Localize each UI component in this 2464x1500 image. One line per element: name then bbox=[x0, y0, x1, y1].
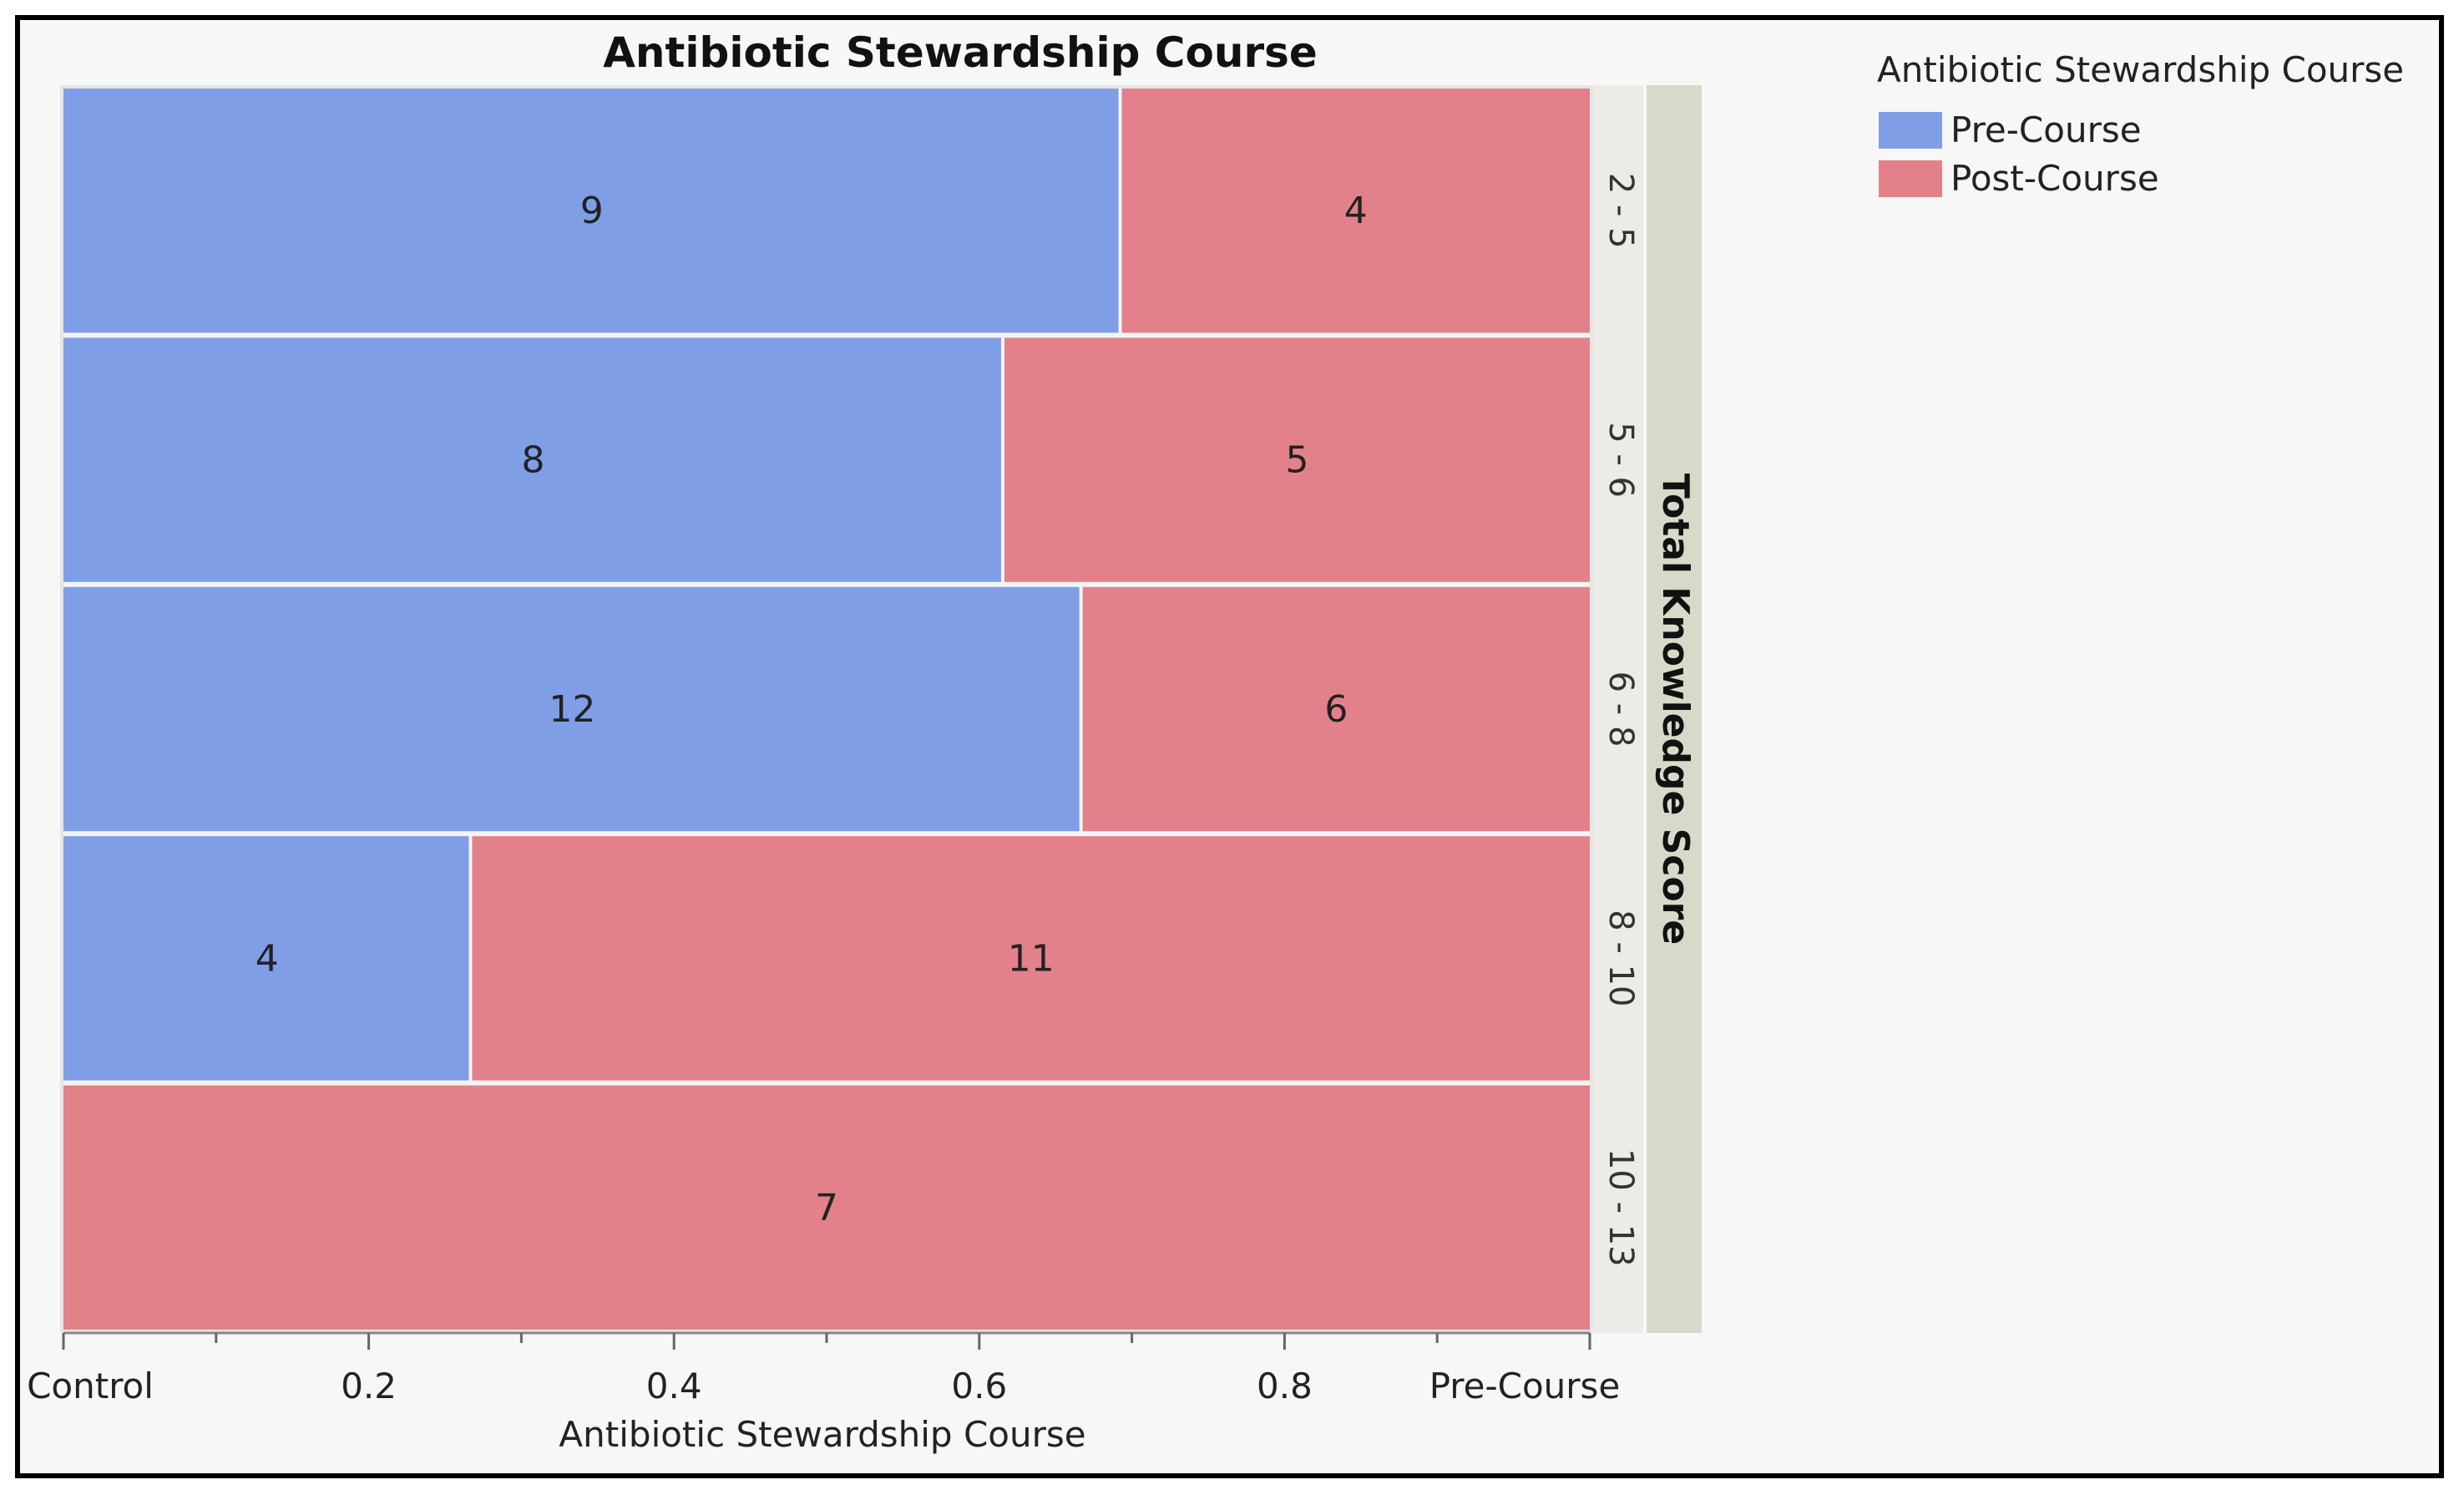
tile-post-course bbox=[1004, 337, 1590, 582]
tile-post-course bbox=[63, 1085, 1590, 1330]
tile-pre-course bbox=[63, 337, 1001, 582]
row-label-strip-bg bbox=[1593, 85, 1643, 1333]
tile-post-course bbox=[472, 836, 1590, 1081]
legend-swatch bbox=[1879, 160, 1942, 197]
row-label: 6 - 8 bbox=[1601, 671, 1640, 747]
row-label: 2 - 5 bbox=[1601, 173, 1640, 249]
row-label: 10 - 13 bbox=[1601, 1148, 1640, 1267]
x-tick-label: Pre-Course bbox=[1429, 1366, 1621, 1406]
x-tick-label: 0.4 bbox=[646, 1366, 702, 1406]
tile-label-post-course: 4 bbox=[1344, 190, 1368, 232]
x-tick-label: Control bbox=[27, 1366, 154, 1406]
tile-label-pre-course: 4 bbox=[256, 937, 279, 980]
x-axis-label: Antibiotic Stewardship Course bbox=[559, 1414, 1085, 1455]
tile-label-post-course: 7 bbox=[815, 1187, 838, 1229]
legend-swatch bbox=[1879, 112, 1942, 149]
tile-label-post-course: 6 bbox=[1324, 688, 1348, 731]
tile-pre-course bbox=[63, 89, 1119, 333]
row-label: 5 - 6 bbox=[1601, 422, 1640, 498]
tile-label-pre-course: 9 bbox=[580, 190, 604, 232]
x-axis: Control 0.2 0.4 0.6 0.8 Pre-Course bbox=[27, 1331, 1621, 1406]
legend-label: Post-Course bbox=[1950, 158, 2159, 199]
row-label-strip: Total Knowledge Score 2 - 5 5 - 6 6 - 8 8 - … bbox=[1593, 85, 1702, 1333]
tile-label-pre-course: 12 bbox=[549, 688, 595, 731]
tile-post-course bbox=[1121, 89, 1590, 333]
tile-label-post-course: 5 bbox=[1285, 439, 1308, 482]
y-axis-label: Total Knowledge Score bbox=[1654, 474, 1697, 945]
row-label: 8 - 10 bbox=[1601, 910, 1640, 1006]
tile-label-pre-course: 8 bbox=[521, 439, 544, 482]
legend-label: Pre-Course bbox=[1950, 109, 2142, 150]
plot-area: 9 4 8 5 12 6 4 11 7 bbox=[60, 85, 1593, 1333]
legend: Pre-Course Post-Course bbox=[1879, 109, 2159, 199]
tile-pre-course bbox=[63, 836, 469, 1081]
x-tick-label: 0.6 bbox=[951, 1366, 1007, 1406]
x-tick-label: 0.8 bbox=[1257, 1366, 1313, 1406]
chart-title: Antibiotic Stewardship Course bbox=[603, 28, 1318, 77]
tile-pre-course bbox=[63, 586, 1080, 832]
x-tick-label: 0.2 bbox=[341, 1366, 397, 1406]
tile-post-course bbox=[1082, 586, 1590, 832]
y-axis-label-strip-bg bbox=[1647, 85, 1702, 1333]
tile-label-post-course: 11 bbox=[1008, 937, 1055, 980]
legend-title: Antibiotic Stewardship Course bbox=[1877, 49, 2404, 90]
